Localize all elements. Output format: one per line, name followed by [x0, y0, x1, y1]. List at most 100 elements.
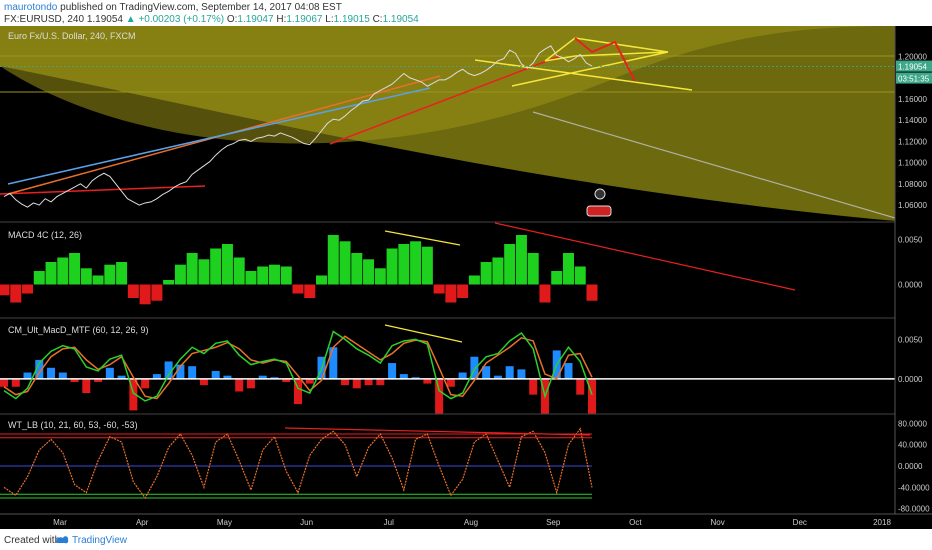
wt-series: [3, 427, 593, 500]
cm-bar: [235, 378, 244, 392]
close-value: 1.19054: [382, 14, 419, 25]
cm-bar: [470, 356, 479, 379]
time-axis[interactable]: Mar Apr May Jun Jul Aug Sep Oct Nov Dec 2018: [0, 513, 932, 529]
time-axis-bg: [0, 514, 932, 529]
cm-bar: [505, 366, 514, 379]
time-tick-label: Mar: [53, 518, 67, 527]
event-marker-icon[interactable]: [594, 188, 606, 200]
price-axis[interactable]: 1.200001.180001.160001.140001.120001.100…: [894, 26, 932, 514]
countdown-tag: [896, 72, 932, 84]
close-label: C:: [372, 14, 383, 25]
tradingview-brand-link[interactable]: TradingView: [72, 535, 128, 546]
symbol-label: FX:EURUSD, 240: [4, 14, 85, 25]
macd-bar: [515, 235, 527, 285]
low-label: L:: [325, 14, 334, 25]
macd-bar: [0, 284, 10, 296]
price-pane[interactable]: Euro Fx/U.S. Dollar, 240, FXCM: [0, 26, 896, 221]
price-tick-label: 1.12000: [898, 137, 927, 146]
time-tick-label: Aug: [464, 518, 478, 527]
time-tick-label: Jun: [300, 518, 313, 527]
price-tick-label: 1.06000: [898, 201, 927, 210]
macd-bar: [551, 271, 563, 285]
price-pane-title: Euro Fx/U.S. Dollar, 240, FXCM: [8, 31, 136, 41]
wt-trendline-red: [284, 427, 591, 436]
cm-bar: [129, 378, 138, 411]
cm-bar: [458, 372, 467, 379]
cm-bar: [446, 378, 455, 387]
earnings-marker-icon[interactable]: [586, 205, 612, 217]
chart-canvas[interactable]: Euro Fx/U.S. Dollar, 240, FXCM MACD 4C (…: [0, 26, 932, 529]
macd-bar: [104, 264, 116, 285]
trendline-grey: [532, 111, 896, 219]
time-tick-label: Oct: [629, 518, 642, 527]
macd-bar: [174, 264, 186, 285]
time-tick-label: Apr: [136, 518, 149, 527]
macd-bar: [92, 275, 104, 285]
cm-bar: [435, 378, 444, 425]
macd-bar: [10, 284, 22, 303]
macd-bar: [186, 253, 198, 285]
macd-bar: [586, 284, 598, 301]
last-price-tag: [896, 60, 932, 72]
wt-tick-label: 0.0000: [898, 462, 923, 471]
trendline-yellow-upper: [511, 51, 669, 87]
macd-tick-label: 0.0000: [898, 281, 923, 290]
macd-bar: [280, 266, 292, 285]
cm-bar: [141, 378, 150, 389]
trendline-red-channel: [329, 55, 561, 145]
macd-bar: [398, 244, 410, 285]
macd-bar: [504, 244, 516, 285]
wt-pane-title: WT_LB (10, 21, 60, 53, -60, -53): [8, 420, 138, 430]
created-with-text: Created with: [4, 535, 61, 546]
author-link[interactable]: maurotondo: [4, 2, 58, 13]
cm-bar: [199, 378, 208, 386]
macd-bar: [374, 268, 386, 285]
macd-histogram: [0, 235, 598, 305]
cm-bar: [540, 378, 549, 424]
macd-divergence-yellow: [384, 230, 461, 246]
cm-bar: [0, 378, 8, 387]
cm-bar: [223, 375, 232, 379]
published-text: published on TradingView.com, September …: [60, 2, 342, 13]
time-tick-label: Nov: [710, 518, 724, 527]
time-tick-label: Dec: [793, 518, 807, 527]
cm-bar: [305, 378, 314, 384]
cm-bar: [176, 364, 185, 379]
wt-pane[interactable]: WT_LB (10, 21, 60, 53, -60, -53): [0, 413, 932, 514]
price-tick-label: 1.14000: [898, 116, 927, 125]
open-value: 1.19047: [237, 14, 274, 25]
macd-pane-title: MACD 4C (12, 26): [8, 230, 82, 240]
macd-bar: [457, 284, 469, 298]
cm-divergence-yellow: [384, 324, 463, 343]
cm-bar: [246, 378, 255, 389]
cm-bar: [423, 378, 432, 384]
macd-bar: [351, 253, 363, 285]
up-arrow-icon: ▲: [125, 14, 136, 25]
fan-overlay: [0, 26, 895, 221]
price-tick-label: 1.16000: [898, 95, 927, 104]
cm-bar: [82, 378, 91, 394]
price-tick-label: 1.08000: [898, 180, 927, 189]
cm-bar: [11, 378, 20, 387]
macd-bar: [268, 264, 280, 285]
macd-bar: [151, 284, 163, 301]
macd-bar: [22, 284, 34, 294]
cm-bar: [399, 374, 408, 379]
fan-arc-inner: [0, 26, 895, 144]
macd-bar: [304, 284, 316, 298]
projection-path: [574, 37, 636, 82]
macd-pane[interactable]: MACD 4C (12, 26): [0, 221, 932, 316]
cm-macd-pane[interactable]: CM_Ult_MacD_MTF (60, 12, 26, 9): [0, 317, 932, 425]
wt-tick-label: -80.0000: [898, 505, 930, 514]
wt-tick-label: -40.0000: [898, 483, 930, 492]
cm-bar: [493, 375, 502, 379]
macd-bar: [363, 259, 375, 285]
cm-tick-label: 0.0050: [898, 335, 923, 344]
tradingview-logo-icon[interactable]: [54, 533, 70, 548]
macd-bar: [539, 284, 551, 303]
cm-bar: [352, 378, 361, 389]
cm-bar: [211, 370, 220, 379]
cm-bar: [270, 377, 279, 379]
macd-bar: [445, 284, 457, 303]
chart-area[interactable]: Euro Fx/U.S. Dollar, 240, FXCM MACD 4C (…: [0, 26, 932, 529]
